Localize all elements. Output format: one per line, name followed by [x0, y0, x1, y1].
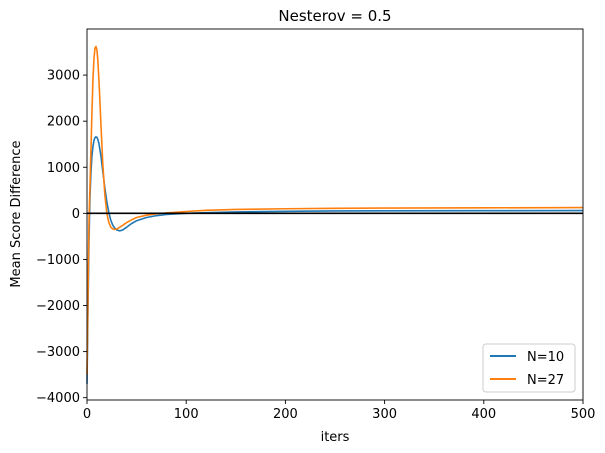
- y-tick-label: −3000: [36, 345, 80, 360]
- y-tick-label: 2000: [47, 115, 80, 130]
- x-tick-label: 400: [471, 407, 496, 422]
- legend-label-n10: N=10: [527, 350, 564, 365]
- x-tick-label: 0: [83, 407, 91, 422]
- y-ticks: −4000 −3000 −2000 −1000 0 1000 2000 3000: [36, 69, 87, 406]
- y-tick-label: −1000: [36, 253, 80, 268]
- chart-title: Nesterov = 0.5: [278, 7, 391, 25]
- plot-frame: [86, 28, 584, 401]
- x-tick-label: 300: [372, 407, 397, 422]
- x-tick-label: 200: [273, 407, 298, 422]
- y-tick-label: 3000: [47, 69, 80, 84]
- x-ticks: 0 100 200 300 400 500: [83, 400, 596, 422]
- legend: N=10 N=27: [482, 343, 576, 393]
- x-tick-label: 500: [571, 407, 596, 422]
- y-tick-label: −2000: [36, 299, 80, 314]
- y-tick-label: −4000: [36, 391, 80, 406]
- series-line-1: [86, 45, 584, 375]
- y-axis-label: Mean Score Difference: [9, 140, 24, 287]
- y-tick-label: 1000: [47, 161, 80, 176]
- y-tick-label: 0: [72, 207, 80, 222]
- x-tick-label: 100: [174, 407, 199, 422]
- x-axis-label: iters: [321, 430, 350, 445]
- legend-label-n27: N=27: [527, 373, 564, 388]
